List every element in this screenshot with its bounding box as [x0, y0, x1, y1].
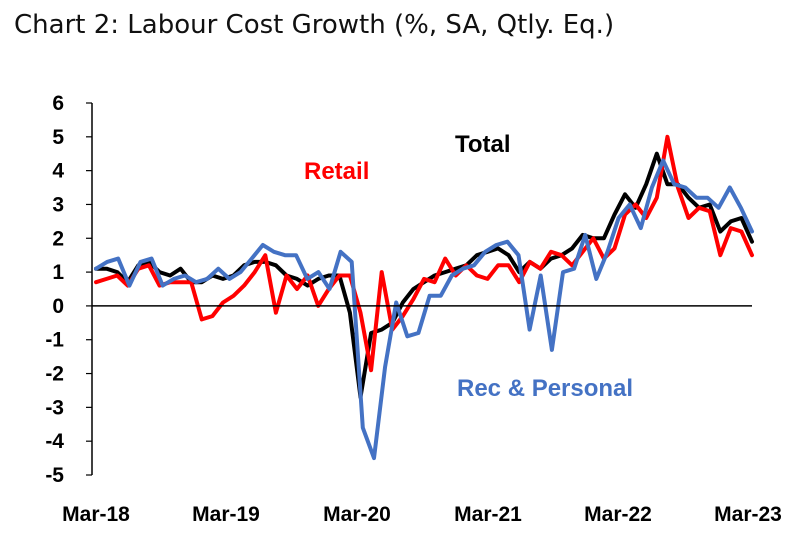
- x-tick-label: Mar-20: [323, 503, 391, 526]
- series-line-retail: [94, 134, 754, 373]
- y-tick-label: -4: [45, 430, 64, 453]
- chart-title: Chart 2: Labour Cost Growth (%, SA, Qtly…: [14, 10, 615, 40]
- series-line-total: [94, 151, 754, 400]
- series-label-rec-personal: Rec & Personal: [457, 375, 633, 402]
- y-tick-label: -1: [45, 329, 64, 352]
- y-tick-label: 1: [52, 261, 64, 284]
- series-lines: [94, 134, 754, 461]
- series-line-rec-personal: [94, 158, 754, 461]
- x-tick-label: Mar-21: [454, 503, 522, 526]
- x-tick-label: Mar-18: [62, 503, 130, 526]
- y-tick-label: -3: [45, 396, 64, 419]
- series-labels: Total Retail Rec & Personal: [304, 131, 633, 402]
- series-label-total: Total: [455, 131, 511, 158]
- y-tick-label: -2: [45, 363, 64, 386]
- y-tick-label: 2: [52, 227, 64, 250]
- x-tick-label: Mar-22: [584, 503, 652, 526]
- y-tick-label: 3: [52, 193, 64, 216]
- series-label-retail: Retail: [304, 158, 369, 185]
- chart-axes: [86, 102, 752, 476]
- y-tick-label: 0: [52, 295, 64, 318]
- y-tick-label: 6: [52, 92, 64, 115]
- x-tick-label: Mar-19: [192, 503, 260, 526]
- y-tick-label: 5: [52, 126, 64, 149]
- x-tick-label: Mar-23: [714, 503, 782, 526]
- y-tick-label: -5: [45, 464, 64, 487]
- y-tick-label: 4: [52, 160, 64, 183]
- tick-labels: -5 -4 -3 -2 -1 0 1 2 3 4 5 6 Mar-18 Mar-19 Mar-20 Mar-2…: [45, 92, 782, 526]
